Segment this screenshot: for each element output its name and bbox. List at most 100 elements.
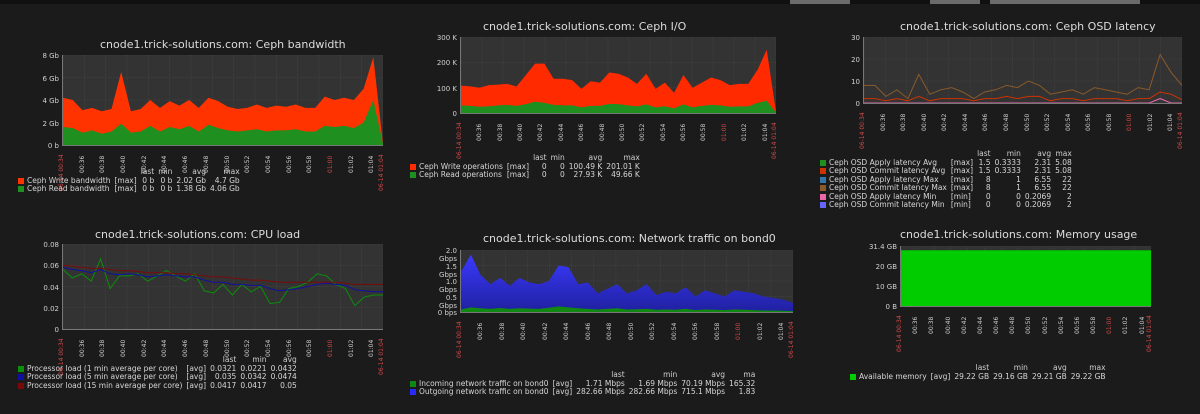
legend-fn-value: [min] (950, 191, 971, 201)
plot-area[interactable] (460, 37, 776, 114)
network-traffic-graph[interactable]: cnode1.trick-solutions.com: Network traf… (405, 228, 805, 414)
x-tick-label: 00:56 (680, 123, 688, 141)
legend-series-name: Ceph Read operations (410, 170, 507, 180)
legend-row[interactable]: Processor load (5 min average per core) [… (18, 372, 301, 382)
x-tick-label: 00:50 (627, 322, 635, 340)
legend-min-value: 0.3333 (994, 166, 1021, 175)
x-tick-label: 06-14 01:04 (378, 338, 385, 375)
legend-row[interactable]: Ceph OSD Commit latency Min [min] 0 0 0.2069… (820, 200, 1076, 210)
x-tick-label: 00:36 (78, 339, 86, 357)
ceph-osd-latency-graph[interactable]: cnode1.trick-solutions.com: Ceph OSD lat… (815, 14, 1200, 214)
legend-fn-value: [avg] (552, 378, 573, 388)
legend-min-value: 282.66 Mbps (628, 387, 678, 396)
y-tick-label: 200 K (436, 59, 457, 68)
plot-svg (461, 250, 793, 312)
graph-title: cnode1.trick-solutions.com: Memory usage (900, 228, 1138, 241)
y-tick-label: 300 K (436, 34, 457, 42)
legend-column-header: ma (743, 370, 756, 379)
legend-row[interactable]: Ceph OSD Commit latency Max [max] 8 1 6.55 22 (820, 183, 1076, 193)
legend-last-value: 0 (541, 170, 547, 179)
plot-area[interactable] (460, 250, 793, 313)
plot-area[interactable] (863, 37, 1182, 104)
legend-series-name: Ceph Read bandwidth (18, 184, 114, 194)
legend-swatch-icon (410, 163, 416, 170)
y-tick-label: 1.0 Gbps (439, 278, 457, 294)
top-tab[interactable] (990, 0, 1140, 4)
x-tick-label: 00:56 (1085, 113, 1093, 131)
legend-min-value: 1 (1016, 183, 1021, 192)
x-tick-label: 00:56 (692, 322, 700, 340)
legend-column-header: avg (1052, 363, 1067, 372)
x-tick-label: 00:42 (941, 113, 949, 131)
x-tick-label: 00:40 (520, 322, 528, 340)
x-tick-label: 00:44 (961, 113, 969, 131)
x-tick-label: 01:04 (761, 123, 769, 141)
legend-min-value: 0 b (160, 184, 173, 193)
legend-swatch-icon (18, 365, 24, 372)
x-tick-label: 00:42 (140, 339, 148, 357)
legend-column-header: max (1089, 363, 1106, 372)
graph-legend: last min avg max Ceph Write bandwidth [max] 0 … (18, 167, 244, 194)
legend-row[interactable]: Processor load (1 min average per core) [… (18, 363, 301, 374)
legend-row[interactable]: Ceph Read operations [max] 0 0 27.93 K 49.66 … (410, 170, 644, 180)
legend-series-name: Ceph Write bandwidth (18, 176, 114, 186)
legend-max-value: 4.7 Gb (214, 175, 240, 185)
legend-swatch-icon (18, 186, 24, 192)
legend-column-header: min (1013, 363, 1028, 372)
legend-fn-value: [avg] (186, 372, 207, 381)
legend-header: last min avg (18, 355, 301, 365)
y-tick-label: 0 b (47, 142, 59, 150)
legend-row[interactable]: Processor load (15 min average per core)… (18, 381, 301, 391)
plot-area[interactable] (62, 244, 383, 330)
legend-last-value: 0.035 (214, 372, 237, 381)
graph-title: cnode1.trick-solutions.com: CPU load (95, 228, 301, 241)
legend-label: Ceph OSD Commit latency Max (829, 183, 947, 192)
graph-legend: last min avg max Available memory [avg] 29.22 … (850, 363, 1110, 382)
plot-area[interactable] (62, 55, 383, 146)
legend-last-value: 0 (985, 200, 991, 209)
x-tick-label: 00:38 (99, 339, 107, 357)
legend-series-name: Processor load (15 min average per core) (18, 381, 186, 391)
x-tick-label: 01:04 (368, 339, 376, 357)
legend-min-value: 1.69 Mbps (638, 378, 678, 388)
legend-row[interactable]: Available memory [avg] 29.22 GB 29.16 GB 29.… (850, 372, 1110, 382)
top-tab[interactable] (930, 0, 980, 4)
x-tick-label: 06-14 01:04 (1177, 112, 1184, 149)
legend-label: Incoming network traffic on bond0 (419, 378, 549, 388)
x-tick-label: 06-14 00:34 (859, 112, 866, 149)
cpu-load-graph[interactable]: cnode1.trick-solutions.com: CPU load 0.08… (0, 222, 395, 414)
legend-row[interactable]: Ceph Write operations [max] 0 0 100.49 K 201.… (410, 162, 644, 172)
y-tick-label: 0 (54, 326, 59, 334)
legend-column-header: last (977, 149, 991, 158)
legend-row[interactable]: Outgoing network traffic on bond0 [avg] 28… (410, 387, 759, 397)
legend-row[interactable]: Incoming network traffic on bond0 [avg] 1.… (410, 378, 759, 389)
x-tick-label: 06-14 01:04 (378, 154, 385, 191)
x-tick-label: 00:52 (1041, 316, 1049, 334)
legend-row[interactable]: Ceph OSD Apply latency Max [max] 8 1 6.55 22 (820, 175, 1076, 185)
x-tick-label: 00:46 (584, 322, 592, 340)
legend-row[interactable]: Ceph OSD Apply latency Min [min] 0 0 0.2069 2 (820, 191, 1076, 202)
ceph-bandwidth-graph[interactable]: cnode1.trick-solutions.com: Ceph bandwid… (0, 30, 395, 200)
x-tick-label: 00:58 (1105, 113, 1113, 131)
legend-row[interactable]: Ceph OSD Commit latency Avg [max] 1.5 0.333… (820, 166, 1076, 176)
top-tab[interactable] (790, 0, 850, 4)
series-line (864, 53, 1182, 100)
ceph-io-graph[interactable]: cnode1.trick-solutions.com: Ceph I/O 300 … (405, 14, 805, 184)
x-tick-label: 00:36 (879, 113, 887, 131)
legend-series-name: Ceph OSD Commit latency Avg (820, 166, 951, 176)
legend-avg-value: 70.19 Mbps (681, 378, 726, 388)
x-tick-label: 01:02 (347, 339, 355, 357)
y-tick-label: 31.4 GB (868, 243, 897, 251)
memory-usage-graph[interactable]: cnode1.trick-solutions.com: Memory usage… (815, 222, 1200, 414)
legend-avg-value: 2.31 (1034, 166, 1052, 175)
legend-label: Ceph Read bandwidth (27, 184, 110, 193)
legend-row[interactable]: Ceph OSD Apply latency Avg [max] 1.5 0.3333… (820, 158, 1076, 168)
legend-header: last min avg ma (410, 370, 759, 380)
legend-column-header: max (1055, 149, 1072, 158)
plot-area[interactable] (900, 246, 1151, 307)
legend-swatch-icon (820, 202, 826, 208)
legend-label: Processor load (1 min average per core) (27, 363, 178, 373)
y-tick-label: 10 (851, 78, 860, 86)
